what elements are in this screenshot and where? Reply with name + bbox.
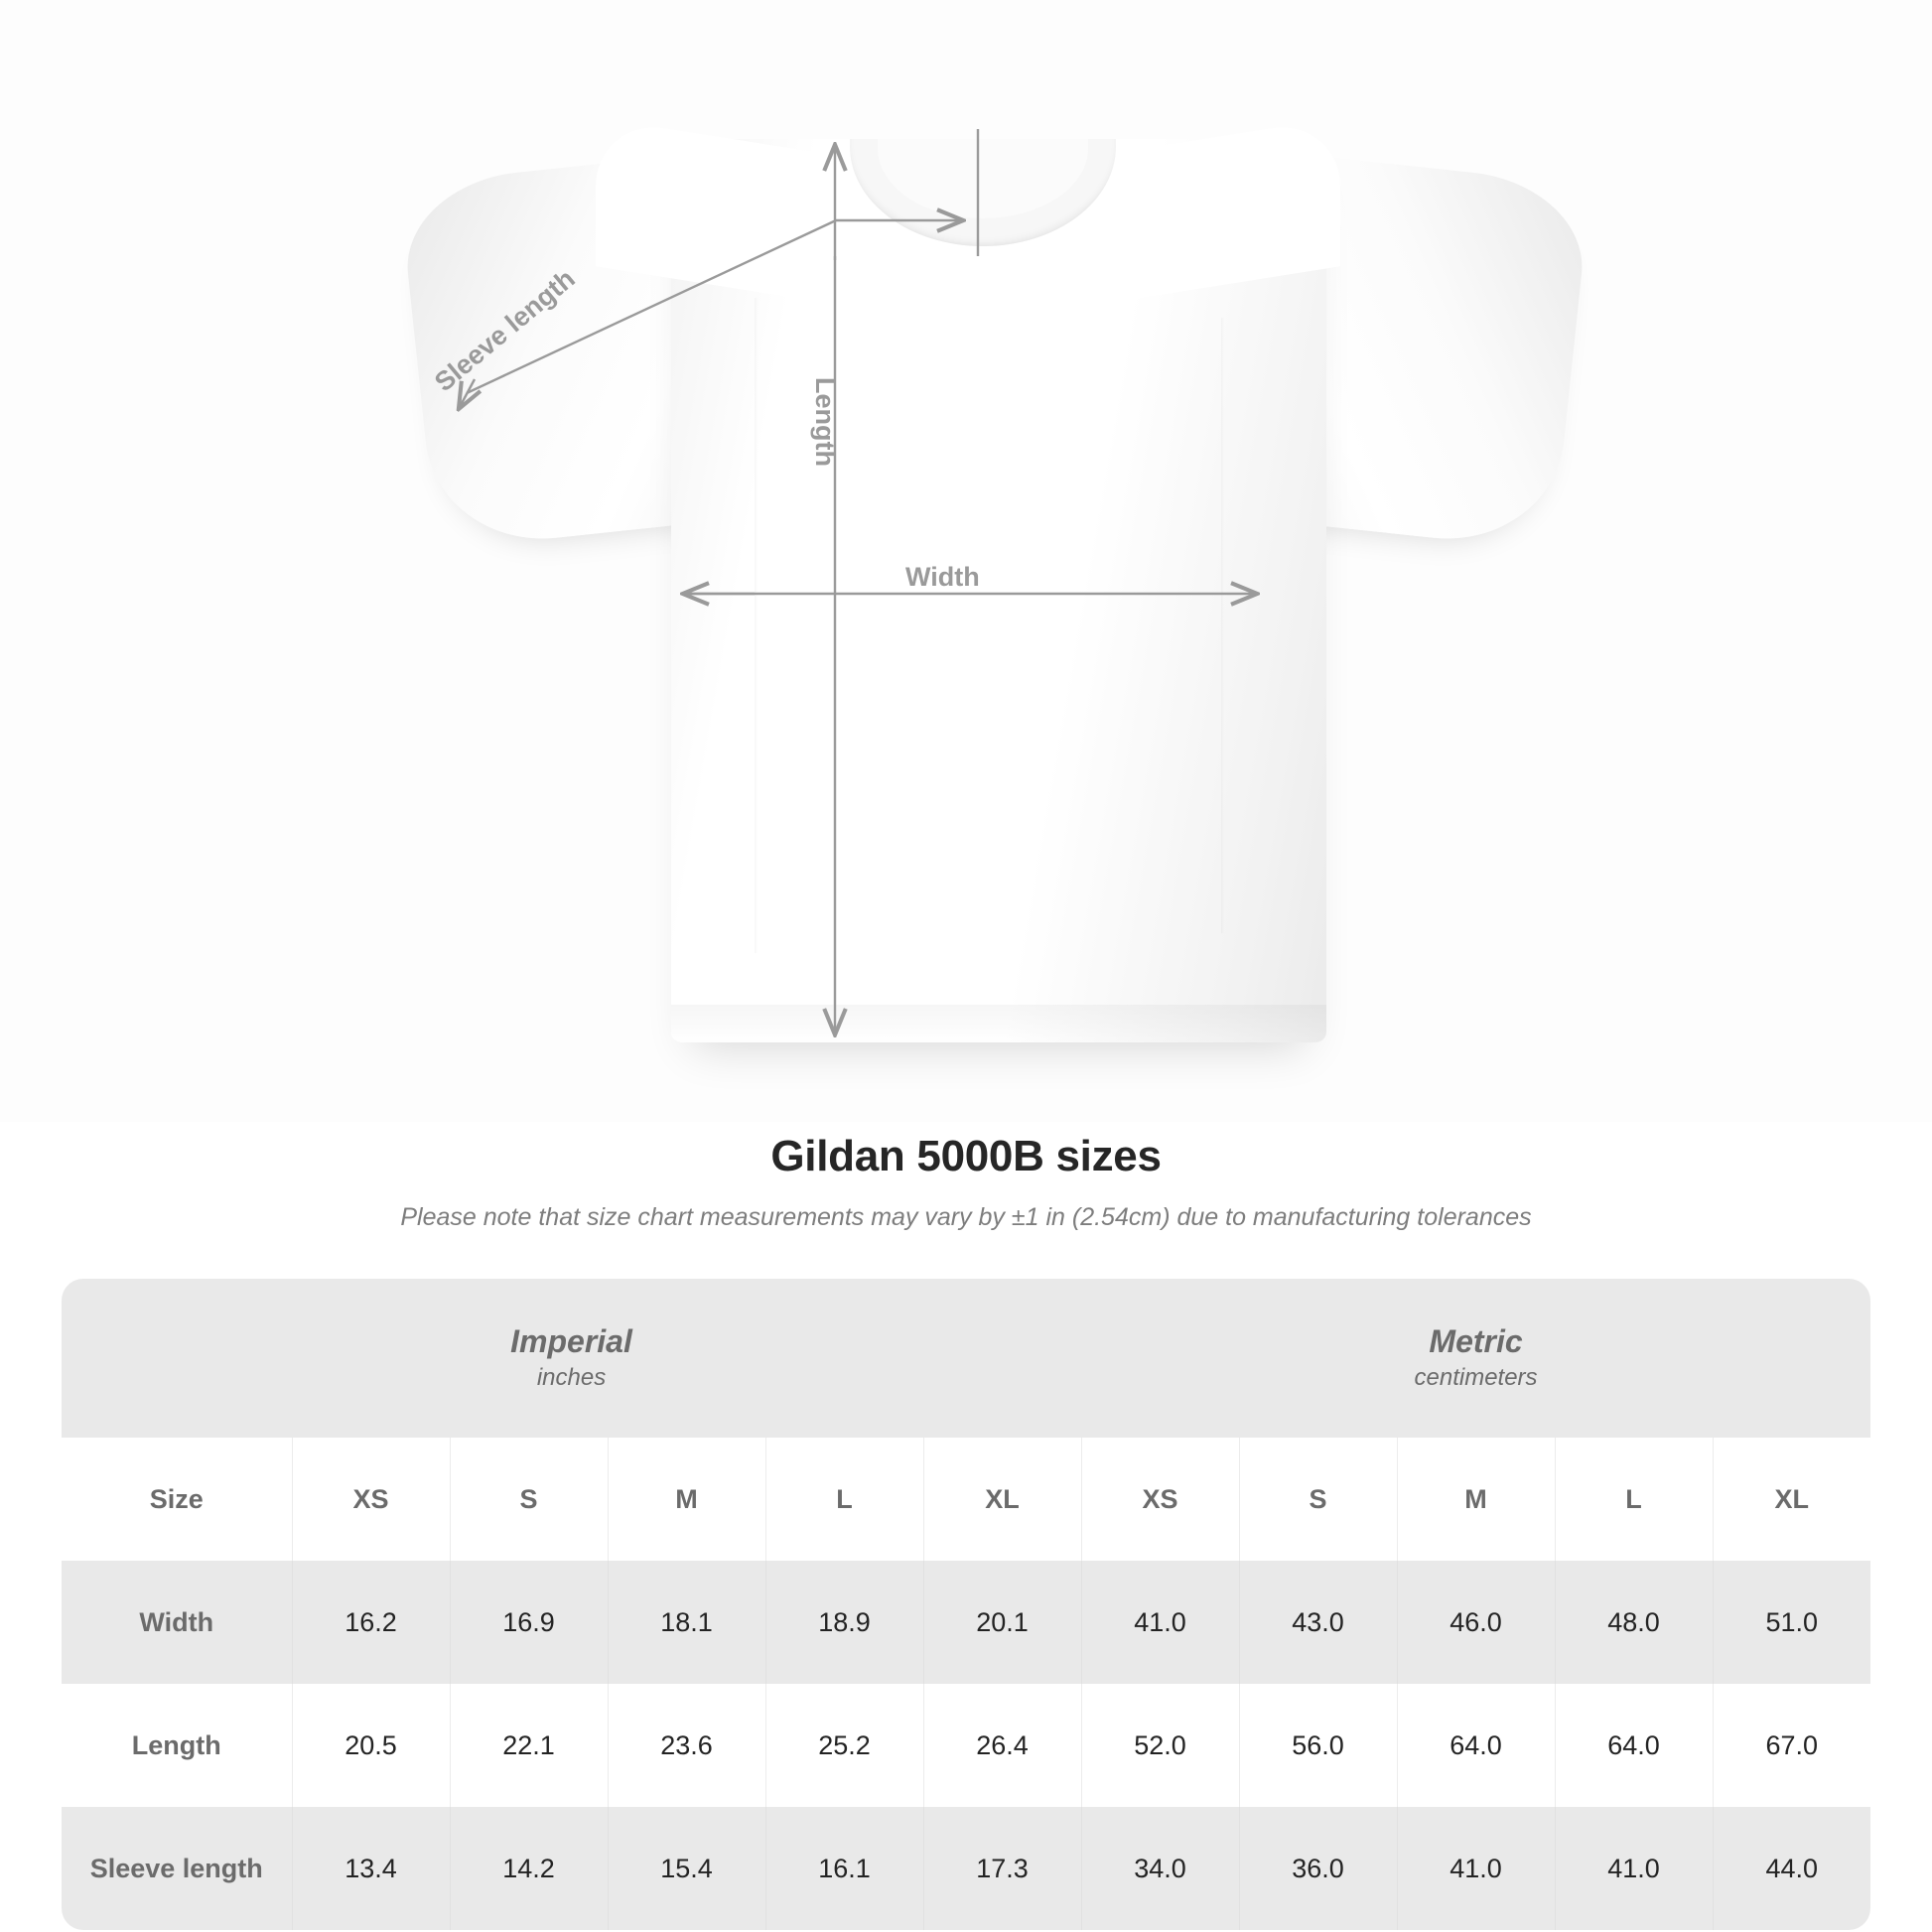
length-imperial-s: 22.1 [449, 1684, 608, 1807]
width-imperial-l: 18.9 [764, 1561, 923, 1684]
sleeve-imperial-l: 16.1 [764, 1807, 923, 1930]
length-metric-s: 56.0 [1238, 1684, 1397, 1807]
sleeve-metric-xs: 34.0 [1080, 1807, 1239, 1930]
width-metric-xl: 51.0 [1712, 1561, 1871, 1684]
size-header-label: Size [149, 1483, 204, 1514]
width-imperial-m: 18.1 [607, 1561, 765, 1684]
unit-group-metric-name: Metric [1429, 1323, 1523, 1360]
row-label-length: Length [62, 1684, 292, 1807]
header-metric-m: M [1396, 1438, 1555, 1561]
page-title: Gildan 5000B sizes [770, 1132, 1162, 1180]
length-metric-m: 64.0 [1396, 1684, 1555, 1807]
tshirt-fold-left [755, 298, 758, 953]
width-imperial-xl: 20.1 [922, 1561, 1081, 1684]
table-row: Sleeve length 13.4 14.2 15.4 16.1 17.3 3… [62, 1807, 1871, 1930]
row-label-width: Width [62, 1561, 292, 1684]
sleeve-imperial-s: 14.2 [449, 1807, 608, 1930]
size-header-row: Size XS S M L XL XS S [62, 1438, 1871, 1561]
unit-group-row: Imperial inches Metric centimeters [62, 1279, 1871, 1438]
length-imperial-m: 23.6 [607, 1684, 765, 1807]
sleeve-imperial-m: 15.4 [607, 1807, 765, 1930]
length-imperial-xl: 26.4 [922, 1684, 1081, 1807]
sleeve-metric-l: 41.0 [1554, 1807, 1713, 1930]
sleeve-imperial-xs: 13.4 [291, 1807, 450, 1930]
width-label: Width [905, 562, 980, 592]
unit-group-imperial-name: Imperial [510, 1323, 632, 1360]
width-metric-l: 48.0 [1554, 1561, 1713, 1684]
header-imperial-xs: XS [291, 1438, 450, 1561]
size-header-cell: Size [62, 1438, 292, 1561]
length-imperial-l: 25.2 [764, 1684, 923, 1807]
length-imperial-xs: 20.5 [291, 1684, 450, 1807]
header-imperial-l: L [764, 1438, 923, 1561]
sleeve-metric-s: 36.0 [1238, 1807, 1397, 1930]
header-metric-s: S [1238, 1438, 1397, 1561]
unit-group-metric-sub: centimeters [1414, 1364, 1538, 1392]
tolerance-note: Please note that size chart measurements… [400, 1203, 1532, 1231]
size-chart-table-wrapper: Imperial inches Metric centimeters Size … [62, 1279, 1871, 1930]
length-metric-xl: 67.0 [1712, 1684, 1871, 1807]
header-metric-xs: XS [1080, 1438, 1239, 1561]
width-metric-m: 46.0 [1396, 1561, 1555, 1684]
unit-group-metric: Metric centimeters [1081, 1279, 1871, 1438]
unit-group-imperial: Imperial inches [62, 1279, 1081, 1438]
header-metric-xl: XL [1712, 1438, 1871, 1561]
width-metric-s: 43.0 [1238, 1561, 1397, 1684]
table-row: Width 16.2 16.9 18.1 18.9 20.1 41.0 43.0… [62, 1561, 1871, 1684]
header-metric-l: L [1554, 1438, 1713, 1561]
header-imperial-xl: XL [922, 1438, 1081, 1561]
width-metric-xs: 41.0 [1080, 1561, 1239, 1684]
length-metric-l: 64.0 [1554, 1684, 1713, 1807]
sleeve-imperial-xl: 17.3 [922, 1807, 1081, 1930]
size-chart-table: Imperial inches Metric centimeters Size … [62, 1279, 1871, 1930]
tshirt-fold-right [1221, 318, 1224, 933]
length-metric-xs: 52.0 [1080, 1684, 1239, 1807]
sleeve-metric-xl: 44.0 [1712, 1807, 1871, 1930]
width-imperial-s: 16.9 [449, 1561, 608, 1684]
header-imperial-m: M [607, 1438, 765, 1561]
unit-group-imperial-sub: inches [536, 1364, 607, 1392]
header-imperial-s: S [449, 1438, 608, 1561]
table-row: Length 20.5 22.1 23.6 25.2 26.4 52.0 56.… [62, 1684, 1871, 1807]
title-block: Gildan 5000B sizes Please note that size… [0, 1132, 1932, 1232]
tshirt-diagram: Sleeve length Length Width [398, 129, 1591, 1044]
sleeve-metric-m: 41.0 [1396, 1807, 1555, 1930]
row-label-sleeve-length: Sleeve length [62, 1807, 292, 1930]
tshirt-hem [671, 1005, 1326, 1044]
length-label: Length [810, 377, 840, 467]
tshirt-photo [398, 139, 1591, 1044]
width-imperial-xs: 16.2 [291, 1561, 450, 1684]
